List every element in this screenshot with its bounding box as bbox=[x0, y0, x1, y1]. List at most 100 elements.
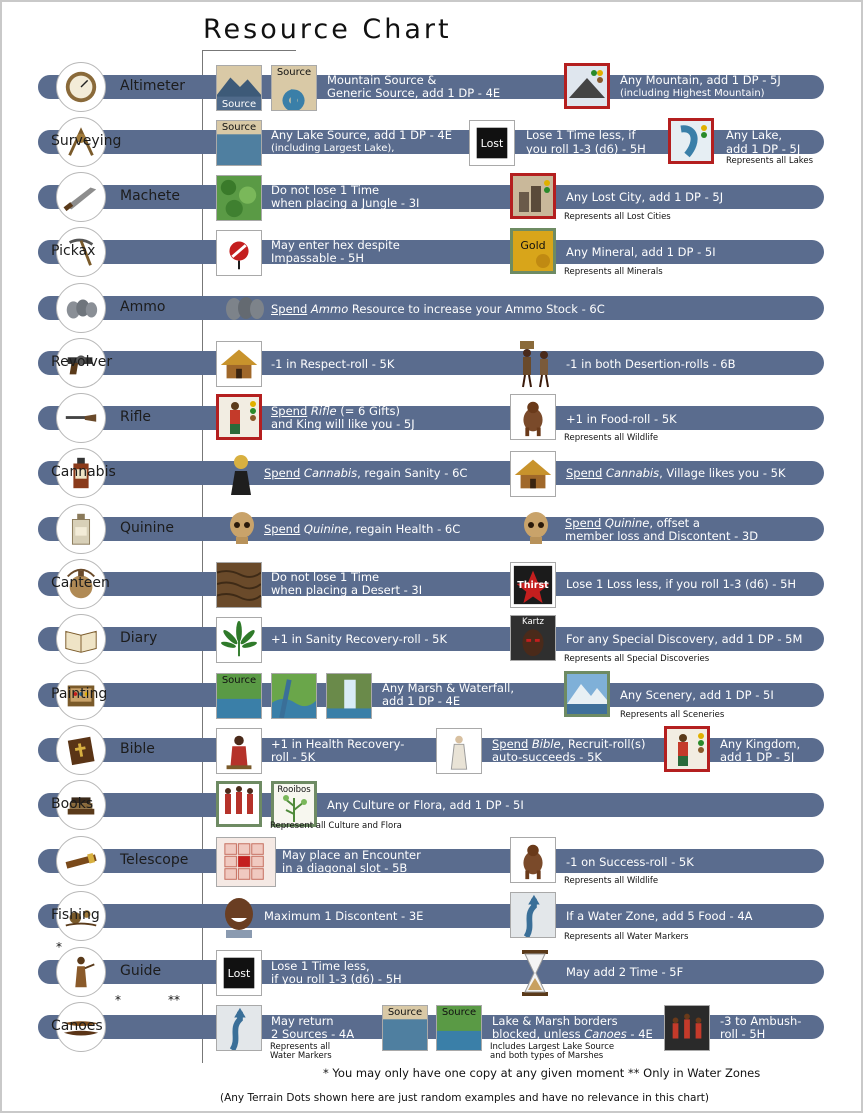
missionary-figure-tile bbox=[436, 728, 482, 774]
cannabis-leaf-tile bbox=[216, 617, 262, 663]
resource-label: Surveying bbox=[51, 133, 122, 149]
footnote-terrain-dots: (Any Terrain Dots shown here are just ra… bbox=[220, 1092, 710, 1104]
cannabis-bottle-icon bbox=[56, 448, 106, 498]
lake-terrain-tile bbox=[668, 118, 714, 164]
books-icon bbox=[56, 780, 106, 830]
telescope-icon bbox=[56, 836, 106, 886]
smiling-face-icon bbox=[218, 894, 260, 938]
healer-figure-tile bbox=[216, 728, 262, 774]
rooibos-flora-tile: Rooibos bbox=[271, 781, 317, 827]
skull-icon bbox=[520, 510, 552, 548]
gold-mineral-tile: Gold bbox=[510, 228, 556, 274]
quinine-bottle-icon bbox=[56, 504, 106, 554]
wildlife-monkey-tile bbox=[510, 837, 556, 883]
row-rifle: Rifle Spend Rifle (= 6 Gifts) and King w… bbox=[0, 391, 863, 446]
lost-city-tile bbox=[510, 173, 556, 219]
revolver-icon bbox=[56, 338, 106, 388]
row-revolver: Revolver -1 in Respect-roll - 5K -1 in b… bbox=[0, 336, 863, 391]
resource-label: Revolver bbox=[51, 354, 113, 370]
porters-figures-icon bbox=[512, 339, 558, 389]
scenery-tile bbox=[564, 671, 610, 717]
canteen-icon bbox=[56, 559, 106, 609]
kingdom-tile bbox=[664, 726, 710, 772]
desert-terrain-tile bbox=[216, 562, 262, 608]
resource-label: Cannabis bbox=[51, 464, 116, 480]
guide-figure-icon bbox=[56, 947, 106, 997]
resource-label: Diary bbox=[120, 630, 158, 646]
resource-label: Guide bbox=[120, 963, 162, 979]
mountain-terrain-tile bbox=[564, 63, 610, 109]
chart-top-rule bbox=[202, 50, 296, 51]
canoes-double-asterisk: ** bbox=[168, 993, 180, 1007]
row-telescope: Telescope May place an Encounter in a di… bbox=[0, 834, 863, 889]
resource-label: Books bbox=[51, 796, 94, 812]
canoes-icon bbox=[56, 1002, 106, 1052]
wildlife-monkey-tile bbox=[510, 394, 556, 440]
village-tile bbox=[510, 451, 556, 497]
row-pickax: Pickax May enter hex despite Impassable … bbox=[0, 225, 863, 280]
row-guide: Guide Lost Lose 1 Time less, if you roll… bbox=[0, 945, 863, 1000]
lost-marker-tile: Lost bbox=[469, 120, 515, 166]
row-machete: Machete Do not lose 1 Time when placing … bbox=[0, 170, 863, 225]
bible-icon bbox=[56, 725, 106, 775]
row-ammo: Ammo Spend Ammo Resource to increase you… bbox=[0, 281, 863, 336]
marsh-source-tile: Source bbox=[436, 1005, 482, 1051]
lost-marker-tile: Lost bbox=[216, 950, 262, 996]
village-tile bbox=[216, 341, 262, 387]
generic-source-tile: Source bbox=[271, 65, 317, 111]
row-surveying: Surveying Source Any Lake Source, add 1 … bbox=[0, 115, 863, 170]
thirst-marker-tile: Thirst bbox=[510, 562, 556, 608]
marsh-terrain-tile bbox=[271, 673, 317, 719]
row-diary: Diary +1 in Sanity Recovery-roll - 5K Ka… bbox=[0, 612, 863, 667]
skull-icon bbox=[226, 510, 258, 548]
resource-label: Painting bbox=[51, 686, 108, 702]
resource-label: Ammo bbox=[120, 299, 166, 315]
resource-label: Bible bbox=[120, 741, 155, 757]
row-canteen: Canteen Do not lose 1 Time when placing … bbox=[0, 557, 863, 612]
row-quinine: Quinine Spend Quinine, regain Health - 6… bbox=[0, 502, 863, 557]
row-bible: Bible +1 in Health Recovery- roll - 5K S… bbox=[0, 723, 863, 778]
resource-label: Rifle bbox=[120, 409, 152, 425]
surveying-instrument-icon bbox=[56, 117, 106, 167]
page-title: Resource Chart bbox=[203, 14, 452, 45]
row-altimeter: Altimeter Source Source Mountain Source … bbox=[0, 60, 863, 115]
mountain-source-tile: Source bbox=[216, 65, 262, 111]
row-painting: Painting Source Any Marsh & Waterfall, a… bbox=[0, 668, 863, 723]
jungle-terrain-tile bbox=[216, 175, 262, 221]
hourglass-icon bbox=[520, 948, 550, 998]
culture-figures-tile bbox=[216, 781, 262, 827]
resource-label: Canoes bbox=[51, 1018, 103, 1034]
row-fishing: Fishing Maximum 1 Discontent - 3E If a W… bbox=[0, 889, 863, 944]
resource-label: Telescope bbox=[120, 852, 189, 868]
impassable-marker-tile bbox=[216, 230, 262, 276]
row-books: Books Rooibos Any Culture or Flora, add … bbox=[0, 778, 863, 833]
lake-source-tile: Source bbox=[382, 1005, 428, 1051]
water-marker-tile bbox=[216, 1005, 262, 1051]
waterfall-terrain-tile bbox=[326, 673, 372, 719]
ambush-tile bbox=[664, 1005, 710, 1051]
footnote-one-copy: * You may only have one copy at any give… bbox=[323, 1066, 625, 1080]
row-cannabis: Cannabis Spend Cannabis, regain Sanity -… bbox=[0, 446, 863, 501]
fishing-gear-icon bbox=[56, 891, 106, 941]
insanity-figure-icon bbox=[226, 451, 256, 497]
canoes-asterisk: * bbox=[115, 993, 121, 1007]
resource-label: Canteen bbox=[51, 575, 110, 591]
footnote-water-only: ** Only in Water Zones bbox=[628, 1066, 761, 1080]
king-figure-tile bbox=[216, 394, 262, 440]
chart-left-rule bbox=[202, 50, 203, 1063]
resource-label: Machete bbox=[120, 188, 180, 204]
lake-source-tile: Source bbox=[216, 120, 262, 166]
altimeter-icon bbox=[56, 62, 106, 112]
marsh-source-tile: Source bbox=[216, 673, 262, 719]
water-marker-tile bbox=[510, 892, 556, 938]
resource-label: Quinine bbox=[120, 520, 175, 536]
row-canoes: Canoes May return 2 Sources - 4A Represe… bbox=[0, 1000, 863, 1061]
painting-case-icon bbox=[56, 670, 106, 720]
rifle-icon bbox=[56, 393, 106, 443]
resource-label: Fishing bbox=[51, 907, 100, 923]
encounter-grid-tile bbox=[216, 837, 276, 887]
guide-asterisk: * bbox=[56, 940, 62, 954]
ammo-icon bbox=[56, 283, 106, 333]
ammo-bullets-icon bbox=[222, 293, 266, 323]
